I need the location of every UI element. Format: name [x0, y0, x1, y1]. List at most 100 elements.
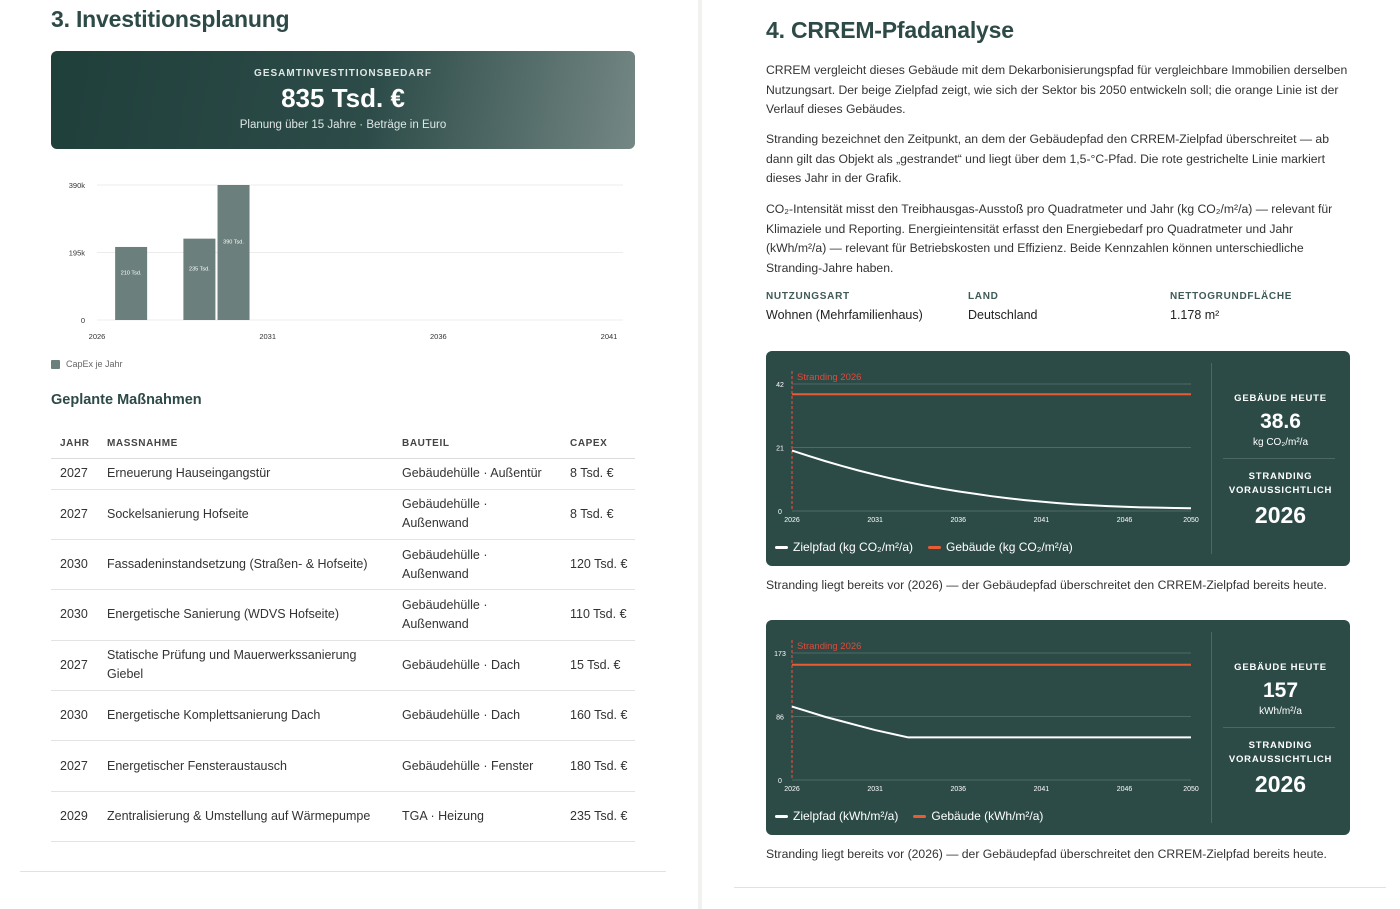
capex-bar-label: 210 Tsd. [121, 270, 142, 276]
capex-y-tick: 390k [69, 181, 86, 190]
capex-legend: CapEx je Jahr [51, 359, 123, 369]
co2-line-chart: 0 21 42 2026 2031 2036 2041 2046 2050 Stranding 2… [776, 371, 1199, 524]
energy-legend-target-swatch [775, 814, 788, 818]
energy-stat-divider [1223, 727, 1335, 728]
cell-measure: Energetischer Fensteraustausch [98, 740, 393, 792]
energy-stranding-value: 2026 [1254, 771, 1307, 797]
co2-legend-building-swatch [928, 545, 942, 549]
table-row: 2027 Erneuerung Hauseingangstür Gebäudeh… [51, 458, 635, 490]
co2-y-tick: 0 [778, 509, 782, 516]
table-row: 2030 Fassadeninstandsetzung (Straßen- & … [51, 539, 635, 591]
cell-year: 2030 [51, 589, 98, 641]
cell-capex: 120 Tsd. € [561, 539, 635, 591]
co2-stranding-label-1: STRANDING [1248, 471, 1313, 482]
energy-current-value: 157 [1262, 679, 1299, 702]
table-row: 2027 Sockelsanierung Hofseite Gebäudehül… [51, 489, 635, 540]
section-title-investment: 3. Investitionsplanung [51, 6, 290, 32]
total-investment-subtitle: Planung über 15 Jahre · Beträge in Euro [239, 119, 447, 131]
co2-stranding-label: Stranding 2026 [797, 372, 861, 383]
cell-measure: Energetische Komplettsanierung Dach [98, 690, 393, 742]
meta-country: LAND Deutschland [968, 291, 1038, 322]
co2-x-tick: 2050 [1183, 517, 1199, 524]
co2-x-tick: 2036 [950, 517, 966, 524]
measures-title: Geplante Maßnahmen [51, 392, 202, 408]
total-investment-card: GESAMTINVESTITIONSBEDARF 835 Tsd. € Plan… [51, 51, 635, 149]
cell-component: Gebäudehülle · Außenwand [393, 539, 561, 591]
co2-legend-target-swatch [775, 545, 788, 549]
energy-x-tick: 2050 [1183, 786, 1199, 793]
capex-x-tick: 2036 [430, 332, 447, 341]
energy-current-label: GEBÄUDE HEUTE [1234, 662, 1327, 673]
co2-current-label: GEBÄUDE HEUTE [1234, 393, 1327, 404]
co2-stat-divider [1223, 458, 1335, 459]
cell-component: Gebäudehülle · Außenwand [393, 589, 561, 641]
meta-area-label: NETTOGRUNDFLÄCHE [1170, 291, 1293, 302]
cell-component: Gebäudehülle · Dach [393, 690, 561, 742]
co2-target-line [791, 449, 1192, 510]
co2-current-stat: GEBÄUDE HEUTE 38.6 kg CO₂/m²/a [1211, 392, 1350, 448]
stranding-paragraph: Stranding bezeichnet den Zeitpunkt, an d… [766, 132, 1329, 185]
meta-usage-label: NUTZUNGSART [766, 291, 850, 302]
energy-y-tick: 86 [776, 715, 784, 722]
col-header-component: BAUTEIL [393, 429, 561, 459]
co2-card-divider [1211, 363, 1212, 554]
col-header-capex: CAPEX [561, 429, 635, 459]
col-header-measure: MASSNAHME [98, 429, 393, 459]
cell-capex: 8 Tsd. € [561, 489, 635, 540]
capex-bar [183, 238, 216, 320]
energy-line-chart: 0 86 173 2026 2031 2036 2041 2046 2050 Stranding … [774, 640, 1199, 793]
cell-component: Gebäudehülle · Außenwand [393, 489, 561, 540]
cell-capex: 15 Tsd. € [561, 640, 635, 692]
section-title-crrem: 4. CRREM-Pfadanalyse [766, 17, 1014, 43]
right-page: 4. CRREM-Pfadanalyse CRREM vergleicht di… [702, 0, 1400, 909]
cell-year: 2030 [51, 539, 98, 591]
energy-card-divider [1211, 632, 1212, 823]
cell-measure: Fassadeninstandsetzung (Straßen- & Hofse… [98, 539, 393, 591]
capex-bar-label: 235 Tsd. [189, 266, 210, 272]
cell-year: 2027 [51, 489, 98, 540]
capex-y-tick: 195k [69, 249, 86, 258]
cell-component: Gebäudehülle · Dach [393, 640, 561, 692]
table-row: 2030 Energetische Komplettsanierung Dach… [51, 690, 635, 742]
energy-stranding-label: Stranding 2026 [797, 641, 861, 652]
capex-bar-label: 390 Tsd. [223, 240, 244, 246]
co2-stranding-value: 2026 [1254, 502, 1307, 528]
cell-year: 2029 [51, 791, 98, 843]
co2-stranding-label-2: VORAUSSICHTLICH [1228, 485, 1333, 496]
cell-capex: 8 Tsd. € [561, 458, 635, 490]
co2-current-unit: kg CO₂/m²/a [1253, 437, 1308, 448]
energy-x-tick: 2046 [1117, 786, 1133, 793]
table-row: 2027 Energetischer Fensteraustausch Gebä… [51, 740, 635, 792]
capex-bar [115, 246, 148, 320]
meta-area: NETTOGRUNDFLÄCHE 1.178 m² [1170, 291, 1292, 322]
cell-measure: Zentralisierung & Umstellung auf Wärmepu… [98, 791, 393, 843]
co2-x-tick: 2041 [1034, 517, 1050, 524]
intensity-paragraph: CO₂-Intensität misst den Treibhausgas-Au… [766, 202, 1333, 275]
intro-paragraph: CRREM vergleicht dieses Gebäude mit dem … [766, 63, 1348, 116]
energy-x-tick: 2041 [1034, 786, 1050, 793]
co2-current-value: 38.6 [1260, 410, 1301, 433]
capex-x-tick: 2031 [259, 332, 276, 341]
page-footer-divider [734, 887, 1386, 888]
co2-legend-building-label: Gebäude (kg CO₂/m²/a) [946, 540, 1073, 554]
energy-stranding-label-1: STRANDING [1248, 740, 1313, 751]
left-page: 3. Investitionsplanung GESAMTINVESTITION… [0, 0, 698, 909]
page-footer-divider [20, 871, 666, 872]
table-row: 2030 Energetische Sanierung (WDVS Hofsei… [51, 589, 635, 641]
capex-legend-swatch [51, 359, 60, 369]
cell-year: 2027 [51, 458, 98, 490]
co2-legend: Zielpfad (kg CO₂/m²/a) Gebäude (kg CO₂/m… [775, 540, 1073, 554]
energy-x-tick: 2036 [950, 786, 966, 793]
total-investment-label: GESAMTINVESTITIONSBEDARF [254, 68, 432, 79]
co2-path-card: 0 21 42 2026 2031 2036 2041 2046 2050 Stranding 2… [766, 351, 1350, 566]
energy-y-tick: 0 [778, 778, 782, 785]
energy-stranding-label-2: VORAUSSICHTLICH [1228, 754, 1333, 765]
cell-year: 2027 [51, 740, 98, 792]
energy-stranding-stat: STRANDING VORAUSSICHTLICH 2026 [1211, 739, 1350, 798]
cell-capex: 110 Tsd. € [561, 589, 635, 641]
cell-measure: Statische Prüfung und Mauerwerkssanierun… [98, 640, 393, 692]
cell-capex: 160 Tsd. € [561, 690, 635, 742]
energy-target-line [791, 705, 1191, 739]
co2-x-tick: 2026 [784, 517, 800, 524]
energy-x-tick: 2026 [784, 786, 800, 793]
